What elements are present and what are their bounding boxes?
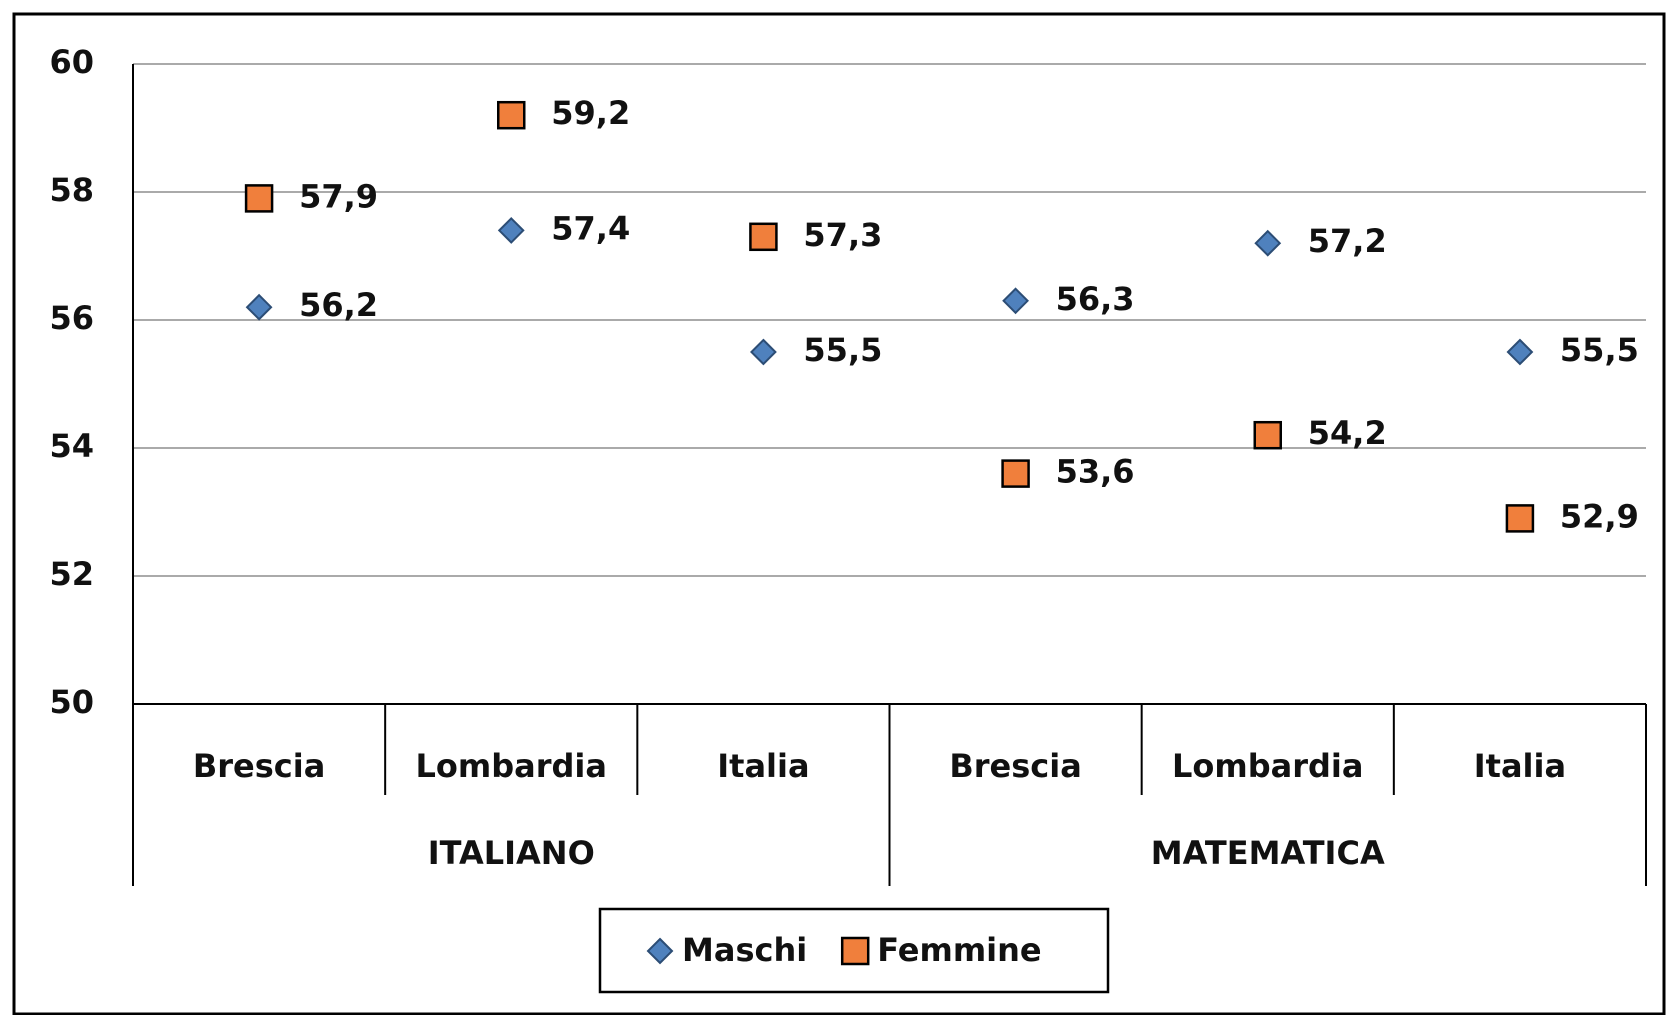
- y-tick-label: 58: [49, 171, 94, 209]
- data-label: 52,9: [1560, 497, 1639, 535]
- data-label: 55,5: [803, 331, 882, 369]
- group-label: MATEMATICA: [1151, 834, 1385, 872]
- data-label: 53,6: [1056, 453, 1135, 491]
- data-point: [1254, 229, 1282, 257]
- legend-marker: [840, 936, 870, 966]
- data-label: 59,2: [551, 94, 630, 132]
- legend: Maschi Femmine: [682, 931, 1042, 969]
- x-tick-label: Italia: [1474, 747, 1566, 785]
- legend-marker: [646, 937, 674, 965]
- data-point: [1002, 287, 1029, 315]
- y-tick-label: 54: [49, 427, 94, 465]
- data-label: 54,2: [1308, 414, 1387, 452]
- legend-label: Femmine: [877, 931, 1041, 969]
- data-label: 56,3: [1056, 280, 1135, 318]
- data-label: 57,9: [299, 177, 378, 215]
- data-point: [245, 293, 273, 321]
- chart-border: [12, 12, 1666, 1015]
- data-label: 55,5: [1560, 331, 1639, 369]
- data-label: 57,4: [551, 209, 630, 247]
- data-point: [1001, 459, 1030, 488]
- data-point: [244, 184, 274, 213]
- data-point: [497, 216, 525, 244]
- x-tick-label: Lombardia: [416, 747, 607, 785]
- data-point: [749, 222, 778, 252]
- y-tick-label: 50: [49, 683, 94, 721]
- group-label: ITALIANO: [428, 834, 595, 872]
- y-tick-label: 52: [49, 555, 94, 593]
- data-label: 57,2: [1308, 222, 1387, 260]
- x-tick-label: Italia: [717, 747, 809, 785]
- x-tick-label: Lombardia: [1172, 747, 1363, 785]
- data-label: 57,3: [803, 216, 882, 254]
- data-point: [1253, 420, 1282, 450]
- data-point: [497, 100, 526, 130]
- x-tick-label: Brescia: [193, 747, 325, 785]
- data-point: [1506, 338, 1534, 366]
- data-point: [1505, 504, 1535, 533]
- y-tick-label: 56: [49, 299, 94, 337]
- legend-label: Maschi: [682, 931, 807, 969]
- y-tick-label: 60: [49, 43, 94, 81]
- data-point: [750, 338, 777, 366]
- x-tick-label: Brescia: [949, 747, 1081, 785]
- data-label: 56,2: [299, 286, 378, 324]
